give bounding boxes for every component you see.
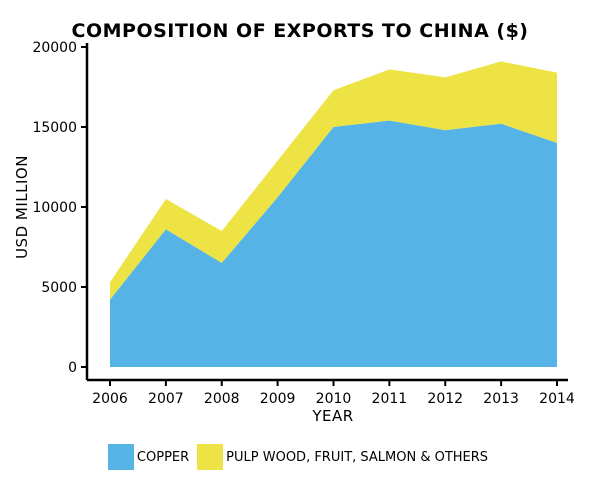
- x-tick-label: 2011: [372, 391, 408, 407]
- legend: COPPER PULP WOOD, FRUIT, SALMON & OTHERS: [0, 444, 600, 470]
- x-tick-label: 2007: [148, 391, 184, 407]
- x-tick-label: 2013: [483, 391, 519, 407]
- area-series-1: [110, 61, 557, 300]
- x-tick-label: 2012: [427, 391, 463, 407]
- areas-layer: [110, 61, 557, 367]
- x-tick-label: 2014: [539, 391, 575, 407]
- legend-label-copper: COPPER: [136, 449, 190, 465]
- chart-title: COMPOSITION OF EXPORTS TO CHINA ($): [71, 20, 529, 42]
- x-tick-label: 2010: [316, 391, 352, 407]
- y-tick-label: 10000: [32, 200, 77, 216]
- x-axis-title: YEAR: [311, 407, 353, 425]
- legend-item-others: PULP WOOD, FRUIT, SALMON & OTHERS: [197, 444, 488, 470]
- x-tick-label: 2009: [260, 391, 296, 407]
- legend-label-others: PULP WOOD, FRUIT, SALMON & OTHERS: [226, 449, 489, 465]
- y-axis-title: USD MILLION: [13, 155, 31, 259]
- legend-swatch-others: [197, 444, 224, 470]
- y-tick-label: 15000: [32, 120, 77, 136]
- legend-swatch-copper: [107, 444, 134, 470]
- x-tick-label: 2006: [92, 391, 128, 407]
- y-tick-label: 0: [68, 360, 77, 376]
- x-tick-label: 2008: [204, 391, 240, 407]
- area-series-0: [110, 120, 557, 367]
- y-tick-label: 20000: [32, 40, 77, 56]
- y-tick-label: 5000: [41, 280, 77, 296]
- ticks-layer: 0 5000 10000 15000 20000 2006 2007 2008 2009 2010…: [32, 40, 574, 407]
- legend-item-copper: COPPER: [107, 444, 190, 470]
